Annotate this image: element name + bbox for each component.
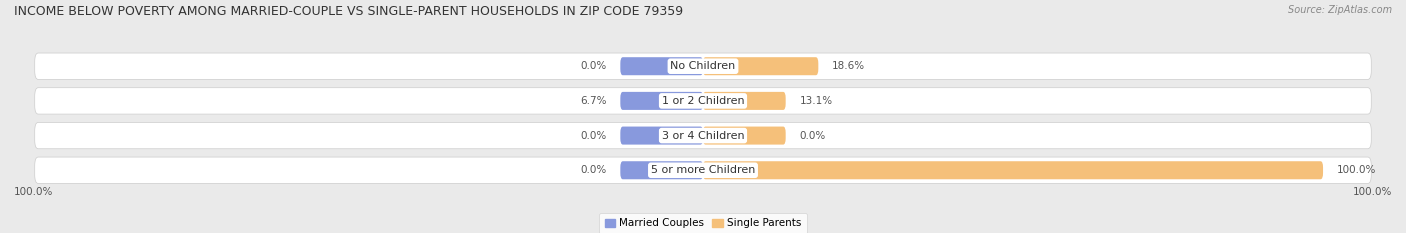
Text: INCOME BELOW POVERTY AMONG MARRIED-COUPLE VS SINGLE-PARENT HOUSEHOLDS IN ZIP COD: INCOME BELOW POVERTY AMONG MARRIED-COUPL… bbox=[14, 5, 683, 18]
Text: 1 or 2 Children: 1 or 2 Children bbox=[662, 96, 744, 106]
FancyBboxPatch shape bbox=[620, 161, 703, 179]
Text: No Children: No Children bbox=[671, 61, 735, 71]
Text: 5 or more Children: 5 or more Children bbox=[651, 165, 755, 175]
Legend: Married Couples, Single Parents: Married Couples, Single Parents bbox=[599, 213, 807, 233]
FancyBboxPatch shape bbox=[35, 53, 1371, 79]
FancyBboxPatch shape bbox=[35, 122, 1371, 149]
Text: 6.7%: 6.7% bbox=[581, 96, 606, 106]
FancyBboxPatch shape bbox=[620, 92, 703, 110]
FancyBboxPatch shape bbox=[35, 88, 1371, 114]
FancyBboxPatch shape bbox=[703, 92, 786, 110]
Text: 0.0%: 0.0% bbox=[581, 165, 606, 175]
FancyBboxPatch shape bbox=[703, 127, 786, 145]
Text: 100.0%: 100.0% bbox=[14, 187, 53, 197]
Text: 13.1%: 13.1% bbox=[800, 96, 832, 106]
FancyBboxPatch shape bbox=[35, 157, 1371, 183]
Text: 18.6%: 18.6% bbox=[832, 61, 865, 71]
FancyBboxPatch shape bbox=[620, 127, 703, 145]
FancyBboxPatch shape bbox=[620, 57, 703, 75]
FancyBboxPatch shape bbox=[703, 57, 818, 75]
Text: 100.0%: 100.0% bbox=[1353, 187, 1392, 197]
FancyBboxPatch shape bbox=[703, 161, 1323, 179]
Text: 0.0%: 0.0% bbox=[581, 130, 606, 140]
Text: 3 or 4 Children: 3 or 4 Children bbox=[662, 130, 744, 140]
Text: Source: ZipAtlas.com: Source: ZipAtlas.com bbox=[1288, 5, 1392, 15]
Text: 0.0%: 0.0% bbox=[800, 130, 825, 140]
Text: 0.0%: 0.0% bbox=[581, 61, 606, 71]
Text: 100.0%: 100.0% bbox=[1337, 165, 1376, 175]
